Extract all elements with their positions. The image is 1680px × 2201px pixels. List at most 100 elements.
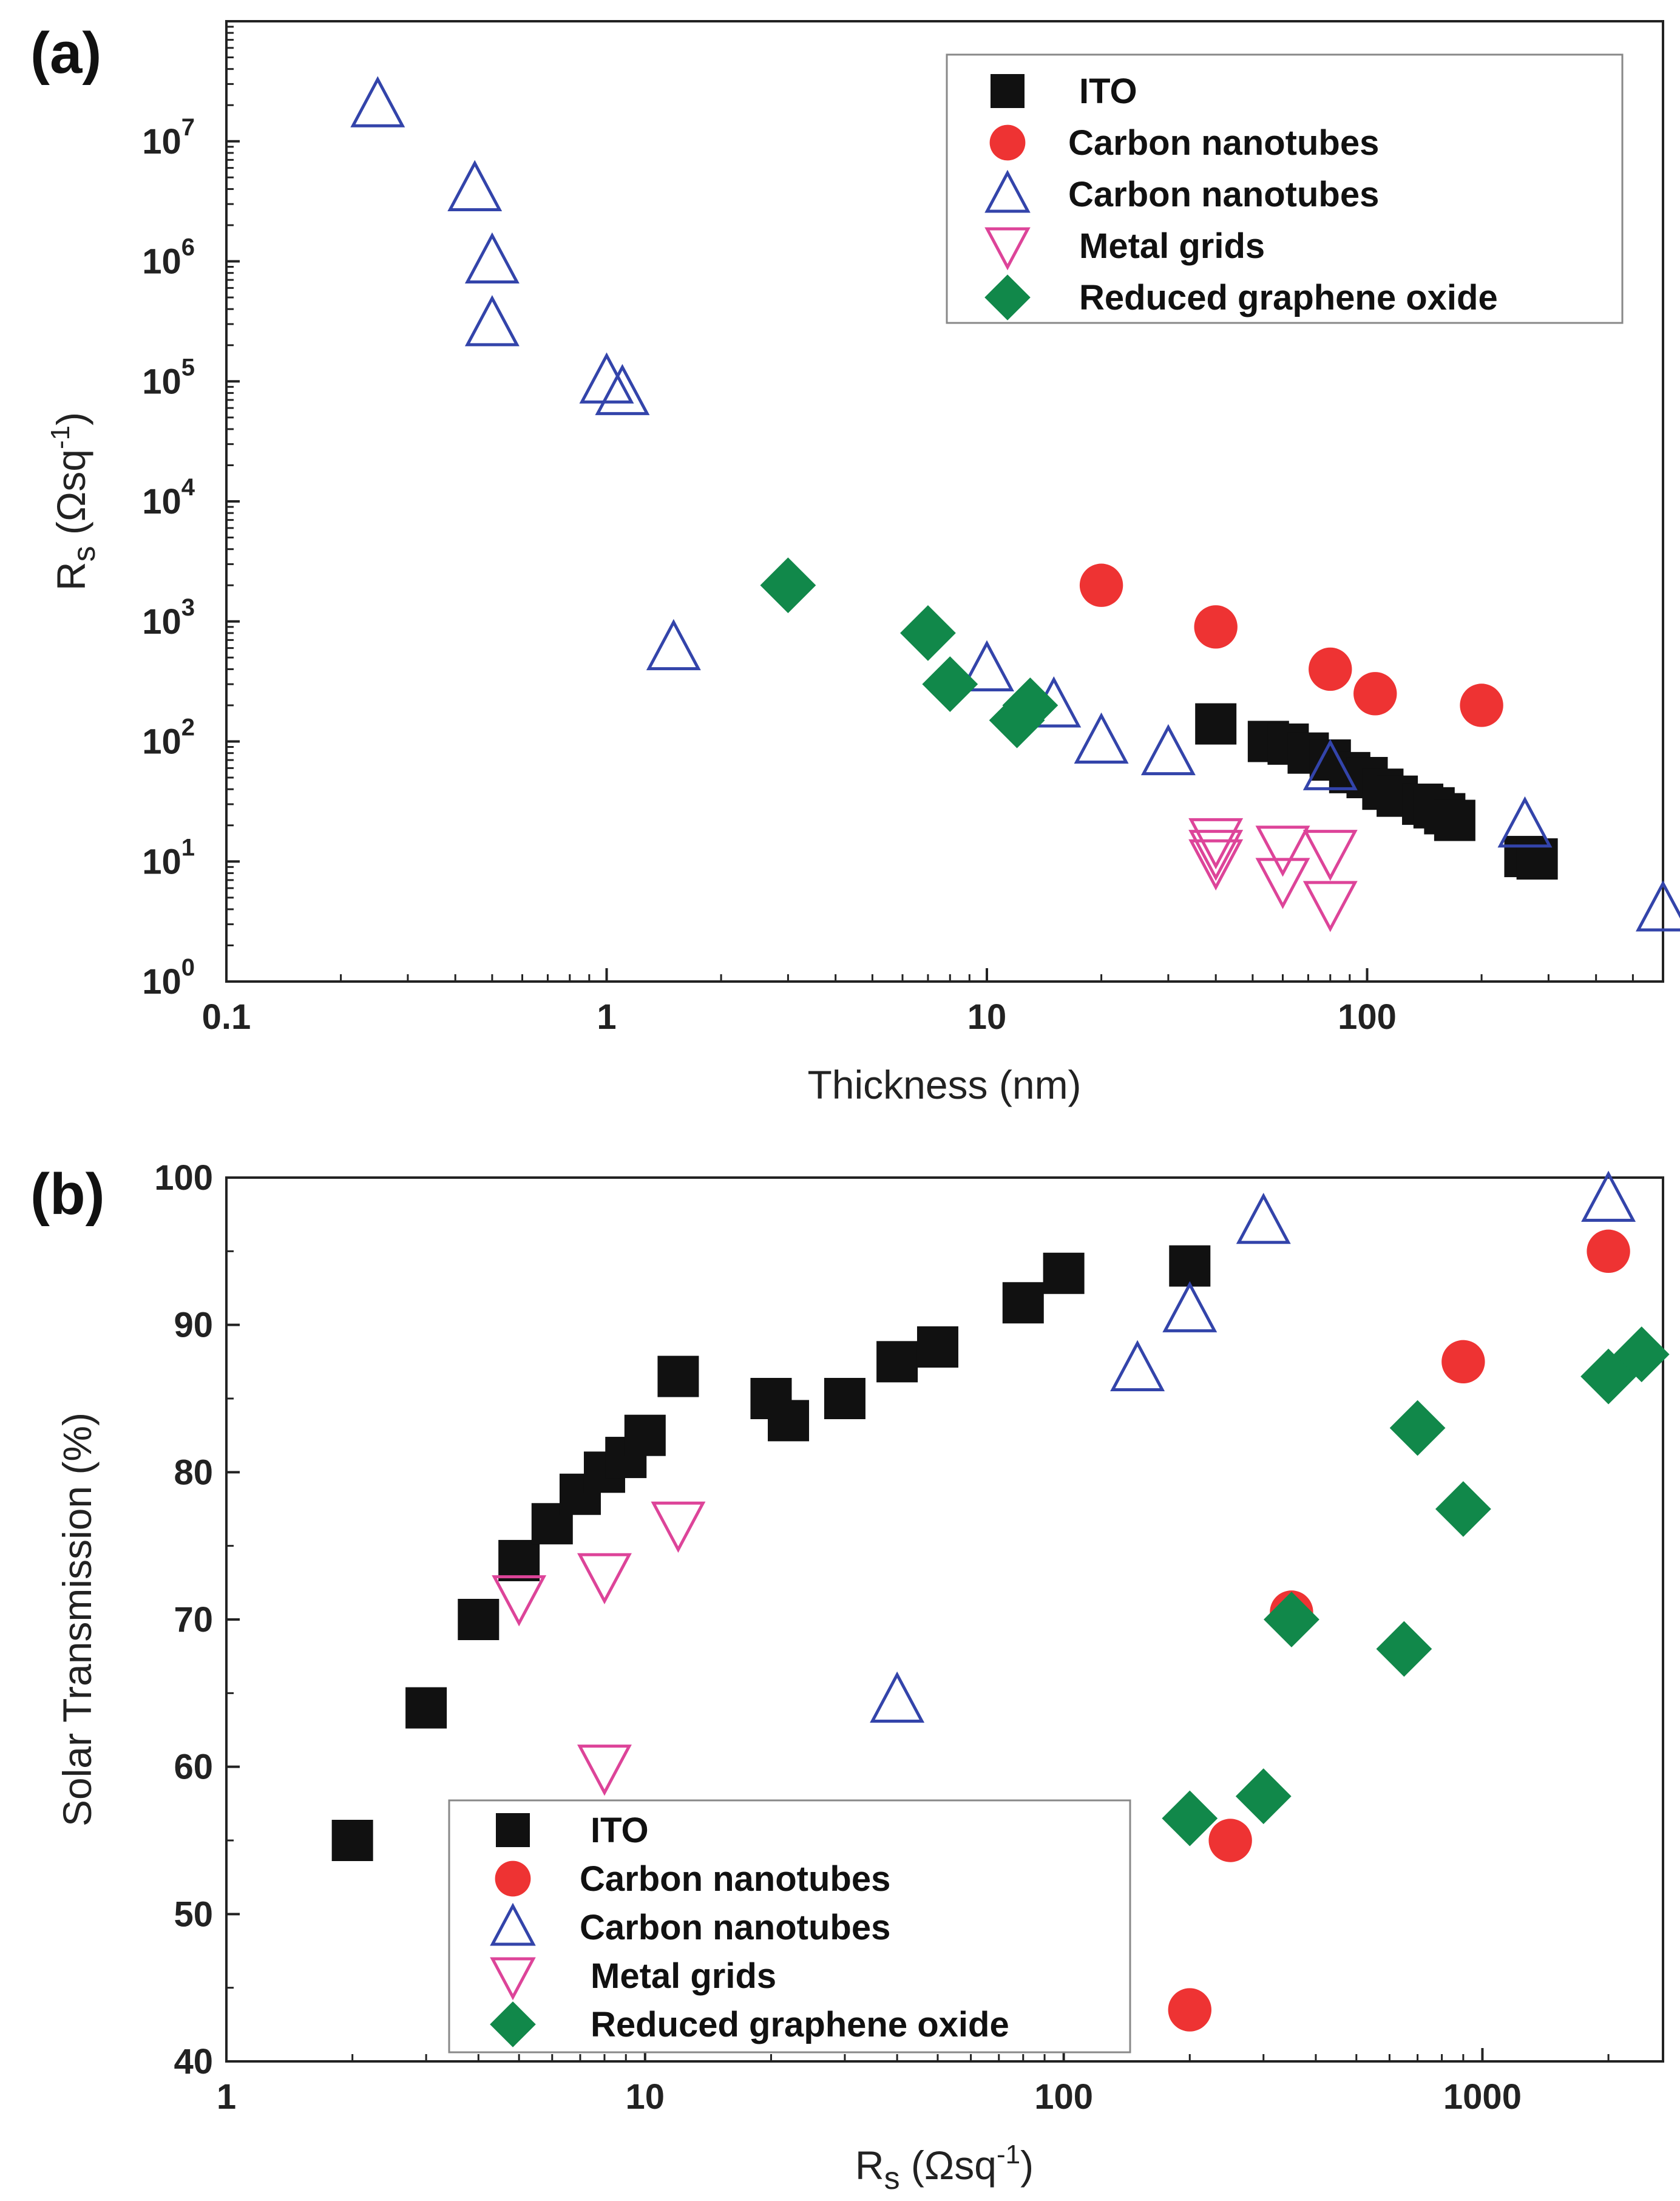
panel-b-y-tick-label: 50 (174, 1894, 213, 1934)
panel-a-ito-square-marker (1434, 799, 1475, 841)
panel-b-x-tick-label: 1 (217, 2077, 236, 2117)
panel-b-carbon-nanotubes-triangle-up-marker (870, 1671, 925, 1723)
panel-b-legend-label: Carbon nanotubes (580, 1859, 890, 1899)
panel-a-carbon-nanotubes-circle-marker (1079, 563, 1123, 607)
panel-b-ito-square-marker (405, 1687, 447, 1729)
panel-a-carbon-nanotubes-circle-marker (1460, 683, 1503, 727)
panel-b-legend-diamond-symbol (490, 2001, 536, 2047)
panel-a-legend-label: ITO (1079, 72, 1137, 111)
panel-a-carbon-nanotubes-circle-marker (1353, 672, 1397, 716)
panel-b-y-axis-title: Solar Transmission (%) (55, 1413, 100, 1826)
panel-b-markers (331, 1170, 1670, 2032)
panel-a-metal-grids-triangle-down-marker (1302, 830, 1358, 881)
panel-b-y-tick-label: 80 (174, 1453, 213, 1492)
panel-b-carbon-nanotubes-triangle-up-marker (1110, 1340, 1165, 1391)
panel-b-ito-square-marker (331, 1820, 373, 1861)
panel-b-carbon-nanotubes-triangle-up-marker (1581, 1170, 1636, 1222)
panel-b-ticks: 1 10 100 1000 40 50 60 70 80 90 100 (154, 1158, 1610, 2117)
panel-a-legend-square-symbol (991, 74, 1025, 108)
panel-a-y-tick-label: 100 (142, 954, 195, 1002)
panel-b-legend-label: Carbon nanotubes (580, 1908, 890, 1947)
panel-a-x-tick-label: 100 (1338, 997, 1397, 1037)
panel-a-carbon-nanotubes-triangle-up-marker (579, 352, 634, 404)
panel-a-carbon-nanotubes-circle-marker (1194, 605, 1238, 649)
panel-b-ito-square-marker (1169, 1245, 1211, 1287)
panel-b-reduced-graphene-oxide-diamond-marker (1235, 1768, 1292, 1825)
panel-a-metal-grids-triangle-down-marker (1255, 826, 1310, 877)
panel-a-metal-grids-triangle-down-marker (1188, 830, 1244, 881)
panel-b-metal-grids-triangle-down-marker (577, 1553, 632, 1605)
panel-a-markers (350, 76, 1680, 932)
panel-b-reduced-graphene-oxide-diamond-marker (1435, 1481, 1491, 1537)
panel-a-carbon-nanotubes-triangle-up-marker (447, 160, 503, 211)
panel-b-legend-triangle-down-symbol (490, 1957, 536, 2001)
panel-a-legend-triangle-down-symbol (984, 227, 1031, 271)
panel-b-y-tick-label: 40 (174, 2042, 213, 2081)
panel-a-x-tick-label: 1 (597, 997, 616, 1037)
panel-b-carbon-nanotubes-triangle-up-marker (1236, 1192, 1291, 1244)
panel-b-legend-label: ITO (591, 1811, 649, 1850)
panel-a-metal-grids-triangle-down-marker (1302, 881, 1358, 932)
panel-a-y-tick-label: 107 (142, 114, 195, 161)
panel-a-y-tick-label: 102 (142, 714, 195, 762)
panel-a-carbon-nanotubes-circle-marker (1309, 647, 1352, 691)
panel-b-legend-label: Metal grids (591, 1956, 776, 1996)
panel-b-ito-square-marker (876, 1341, 918, 1383)
panel-a-x-axis-title: Thickness (nm) (807, 1062, 1081, 1107)
panel-a-carbon-nanotubes-triangle-up-marker (464, 232, 520, 283)
panel-a-legend: ITO Carbon nanotubes Carbon nanotubes Metal… (946, 53, 1624, 324)
panel-a-legend-label: Carbon nanotubes (1068, 123, 1379, 163)
panel-b-ito-square-marker (768, 1400, 810, 1442)
panel-a-carbon-nanotubes-triangle-up-marker (595, 364, 650, 415)
panel-a-legend-label: Carbon nanotubes (1068, 175, 1379, 214)
panel-a-reduced-graphene-oxide-diamond-marker (1002, 677, 1058, 733)
panel-a-reduced-graphene-oxide-diamond-marker (900, 605, 956, 661)
panel-a-x-tick-label: 10 (967, 997, 1007, 1037)
panel-b-carbon-nanotubes-circle-marker (1208, 1819, 1252, 1862)
panel-a-carbon-nanotubes-triangle-up-marker (960, 640, 1014, 691)
panel-b-ito-square-marker (916, 1326, 958, 1368)
panel-a-reduced-graphene-oxide-diamond-marker (760, 557, 816, 614)
panel-b-reduced-graphene-oxide-diamond-marker (1613, 1326, 1670, 1383)
panel-a-carbon-nanotubes-triangle-up-marker (1140, 724, 1196, 776)
panel-b-legend: ITO Carbon nanotubes Carbon nanotubes Metal… (448, 1799, 1131, 2053)
panel-a-legend-triangle-up-symbol (984, 169, 1031, 213)
panel-b-x-axis-title: Rs (Ωsq-1) (855, 2140, 1034, 2196)
panel-b-y-tick-label: 60 (174, 1748, 213, 1787)
panel-b-x-tick-label: 1000 (1443, 2077, 1522, 2117)
panel-a-y-tick-label: 106 (142, 234, 195, 282)
panel-b: (b) 1 10 100 1000 40 50 60 70 80 90 100 Rs (Ωsq-1)… (30, 1158, 1670, 2196)
panel-b-reduced-graphene-oxide-diamond-marker (1264, 1592, 1319, 1647)
panel-a-y-tick-label: 104 (142, 474, 195, 521)
panel-a-legend-circle-symbol (989, 124, 1026, 161)
panel-b-x-tick-label: 100 (1034, 2077, 1093, 2117)
panel-b-metal-grids-triangle-down-marker (651, 1501, 706, 1553)
panel-b-legend-frame (448, 1799, 1131, 2053)
panel-b-legend-circle-symbol (495, 1860, 531, 1897)
panel-b-y-tick-label: 70 (174, 1600, 213, 1640)
panel-b-carbon-nanotubes-circle-marker (1441, 1340, 1485, 1384)
panel-b-legend-square-symbol (496, 1813, 530, 1847)
panel-a-reduced-graphene-oxide-diamond-marker (922, 656, 978, 713)
panel-b-metal-grids-triangle-down-marker (577, 1745, 632, 1796)
panel-b-y-tick-label: 100 (154, 1158, 213, 1198)
panel-a-carbon-nanotubes-triangle-up-marker (1636, 880, 1680, 932)
panel-a-legend-frame (946, 53, 1624, 324)
panel-b-reduced-graphene-oxide-diamond-marker (1376, 1621, 1432, 1677)
panel-b-ito-square-marker (1043, 1252, 1085, 1294)
panel-a-y-tick-label: 101 (142, 834, 195, 881)
panel-b-label: (b) (30, 1162, 105, 1227)
panel-a-ticks: 0.1 1 10 100 100 101 102 103 104 105 106 107 (142, 25, 1664, 1037)
panel-b-carbon-nanotubes-circle-marker (1168, 1988, 1211, 2032)
panel-a-carbon-nanotubes-triangle-up-marker (464, 295, 520, 347)
panel-a-y-tick-label: 103 (142, 594, 195, 642)
panel-a-legend-label: Metal grids (1079, 226, 1265, 266)
panel-a-metal-grids-triangle-down-marker (1255, 858, 1310, 909)
panel-a-ito-square-marker (1195, 703, 1237, 745)
panel-a-y-tick-label: 105 (142, 354, 195, 401)
panel-b-carbon-nanotubes-circle-marker (1587, 1229, 1630, 1273)
panel-a-carbon-nanotubes-triangle-up-marker (1497, 796, 1553, 848)
panel-a-carbon-nanotubes-triangle-up-marker (350, 76, 405, 127)
panel-b-ito-square-marker (458, 1599, 500, 1640)
